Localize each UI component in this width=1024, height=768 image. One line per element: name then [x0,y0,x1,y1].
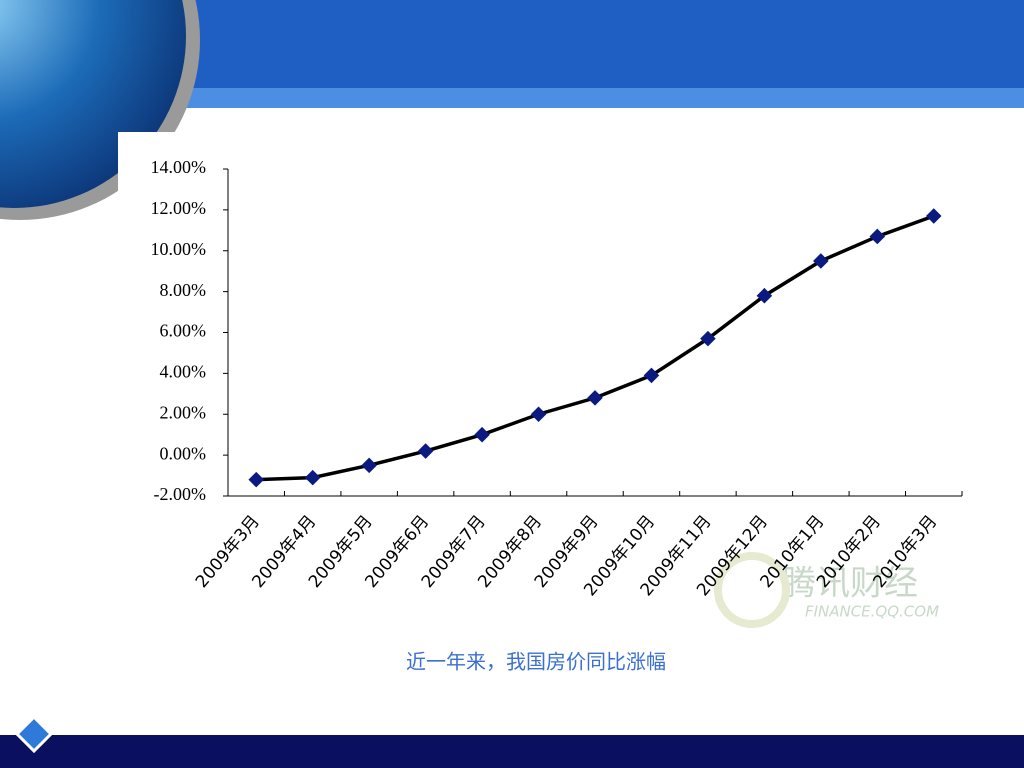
marker [925,208,942,224]
footer-bar [0,735,1024,768]
y-tick-label: 2.00% [160,402,207,422]
y-tick-label: 12.00% [151,198,207,218]
y-tick-label: 8.00% [160,280,207,300]
header-strip [0,88,1024,108]
y-tick-label: 0.00% [160,443,207,463]
watermark: 腾讯财经 [782,564,918,604]
watermark-logo [714,552,790,628]
footer-diamond [14,714,54,754]
y-tick-label: 14.00% [151,157,207,177]
y-tick-label: 10.00% [151,239,207,259]
y-tick-label: 6.00% [160,321,207,341]
y-tick-label: 4.00% [160,362,207,382]
watermark: FINANCE.QQ.COM [805,603,939,621]
marker [869,228,886,245]
decor-circle [0,0,186,208]
chart-background [118,132,1024,632]
y-tick-label: -2.00% [154,484,207,504]
caption: 近一年来，我国房价同比涨幅 [406,650,666,674]
